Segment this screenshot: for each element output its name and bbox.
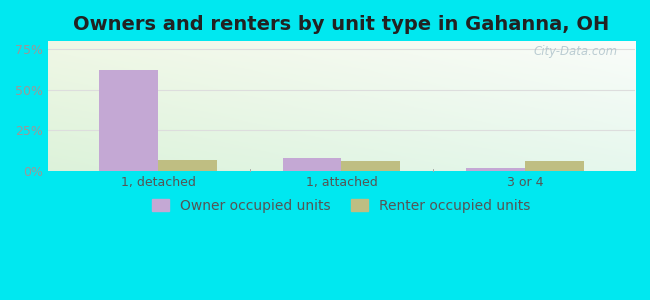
Bar — [99, 70, 158, 171]
Title: Owners and renters by unit type in Gahanna, OH: Owners and renters by unit type in Gahan… — [73, 15, 610, 34]
Bar — [158, 160, 216, 171]
Bar — [283, 158, 341, 171]
Bar — [341, 161, 400, 171]
Bar — [466, 169, 525, 171]
Text: City-Data.com: City-Data.com — [533, 45, 618, 58]
Legend: Owner occupied units, Renter occupied units: Owner occupied units, Renter occupied un… — [147, 194, 536, 218]
Bar — [525, 161, 584, 171]
